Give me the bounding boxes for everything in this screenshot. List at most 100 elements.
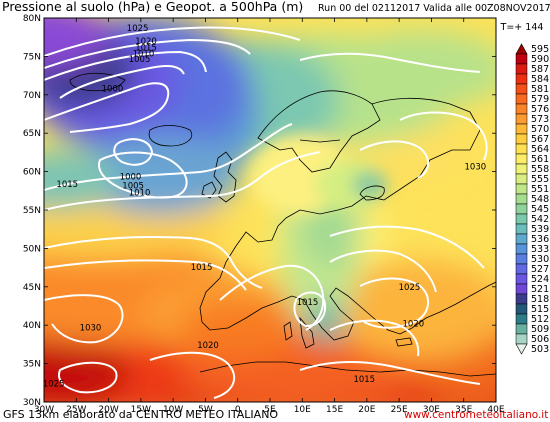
legend-value: 530: [531, 254, 549, 265]
legend-swatch: [515, 293, 528, 305]
isobar-label: 1030: [80, 324, 102, 334]
legend-swatch: [515, 183, 528, 195]
legend-value: 558: [531, 164, 549, 175]
latitude-labels: 80N 75N 70N 65N 60N 55N 50N 45N 40N 35N 30N: [23, 14, 41, 408]
legend-swatch: [515, 333, 528, 345]
isobar-label: 1020: [403, 320, 425, 330]
legend-value: 584: [531, 74, 549, 85]
legend-swatch: [515, 323, 528, 335]
legend-value: 587: [531, 64, 549, 75]
isobar-label: 1020: [197, 341, 219, 351]
legend-swatch: [515, 123, 528, 135]
latitude-label: 65N: [23, 129, 41, 139]
geopotential-field: [44, 18, 496, 402]
legend-swatch: [515, 303, 528, 315]
longitude-label: 0: [235, 405, 241, 415]
longitude-label: 20E: [358, 405, 375, 415]
legend-value: 579: [531, 94, 549, 105]
isobar-label: 1025: [399, 283, 421, 293]
legend-value: 515: [531, 304, 549, 315]
run-info: Run 00 del 02112017 Valida alle 00Z08NOV…: [318, 3, 550, 14]
legend-swatch: [515, 63, 528, 75]
isobar-label: 1005: [129, 55, 151, 65]
longitude-label: 25E: [391, 405, 408, 415]
latitude-label: 75N: [23, 52, 41, 62]
legend-swatch: [515, 43, 528, 55]
legend-swatch: [515, 243, 528, 255]
isobar-label: 1010: [129, 188, 151, 198]
legend-value: 503: [531, 344, 549, 355]
legend-value: 527: [531, 264, 549, 275]
longitude-label: 30W: [34, 405, 54, 415]
isobar-label: 1025: [43, 380, 65, 390]
legend-value: 524: [531, 274, 549, 285]
legend-swatch: [515, 223, 528, 235]
legend-swatch: [515, 83, 528, 95]
legend-swatch: [515, 343, 528, 355]
legend-swatch: [515, 263, 528, 275]
legend-value: 518: [531, 294, 549, 305]
color-legend: T=+ 144 595590587584581579576573570567564…: [500, 22, 550, 355]
latitude-label: 30N: [23, 398, 41, 408]
latitude-label: 50N: [23, 244, 41, 254]
longitude-label: 30E: [423, 405, 440, 415]
longitude-label: 10W: [163, 405, 183, 415]
legend-swatch: [515, 283, 528, 295]
legend-value: 545: [531, 204, 549, 215]
legend-value: 595: [531, 44, 549, 55]
longitude-labels: 30W 25W 20W 15W 10W 5W 0 5E 10E 15E 20E 25E 30E 35E 40…: [34, 405, 505, 415]
latitude-label: 40N: [23, 321, 41, 331]
legend-value: 512: [531, 314, 549, 325]
latitude-label: 70N: [23, 91, 41, 101]
legend-value: 564: [531, 144, 549, 155]
time-step-label: T=+ 144: [500, 22, 544, 33]
legend-swatch: [515, 273, 528, 285]
legend-value: 542: [531, 214, 549, 225]
latitude-label: 60N: [23, 168, 41, 178]
legend-swatch: [515, 203, 528, 215]
legend-value: 573: [531, 114, 549, 125]
longitude-label: 5E: [264, 405, 276, 415]
isobar-label: 1020: [135, 37, 157, 47]
legend-swatch: [515, 313, 528, 325]
legend-swatch: [515, 73, 528, 85]
legend-swatch: [515, 93, 528, 105]
isobar-label: 1015: [297, 298, 319, 308]
longitude-label: 20W: [98, 405, 118, 415]
isobar-label: 1015: [135, 43, 157, 53]
legend-value: 561: [531, 154, 549, 165]
website-link[interactable]: www.centrometeoitaliano.it: [404, 409, 549, 421]
tick-marks: [43, 17, 497, 403]
longitude-label: 35E: [455, 405, 472, 415]
isobar-label: 1000: [120, 172, 142, 182]
legend-swatch: [515, 103, 528, 115]
legend-value: 533: [531, 244, 549, 255]
legend-swatch: [515, 253, 528, 265]
legend-swatch: [515, 163, 528, 175]
isobar-label: 1015: [353, 375, 375, 385]
latitude-label: 55N: [23, 206, 41, 216]
map-title: Pressione al suolo (hPa) e Geopot. a 500…: [2, 0, 304, 14]
latitude-label: 80N: [23, 14, 41, 24]
legend-swatch: [515, 133, 528, 145]
legend-swatch: [515, 143, 528, 155]
legend-value: 570: [531, 124, 549, 135]
legend-value: 506: [531, 334, 549, 345]
legend-value: 551: [531, 184, 549, 195]
legend-value: 548: [531, 194, 549, 205]
legend-value: 521: [531, 284, 549, 295]
longitude-label: 15W: [131, 405, 151, 415]
legend-value: 590: [531, 54, 549, 65]
legend-value: 581: [531, 84, 549, 95]
legend-value: 567: [531, 134, 549, 145]
latitude-label: 35N: [23, 360, 41, 370]
legend-value: 509: [531, 324, 549, 335]
legend-value: 536: [531, 234, 549, 245]
legend-value: 576: [531, 104, 549, 115]
isobar-label: 1005: [122, 181, 144, 191]
isobar-label: 1030: [465, 162, 487, 172]
legend-swatch: [515, 113, 528, 125]
longitude-label: 40E: [487, 405, 504, 415]
isobar-label: 1010: [133, 49, 155, 59]
isobars: [44, 26, 488, 399]
